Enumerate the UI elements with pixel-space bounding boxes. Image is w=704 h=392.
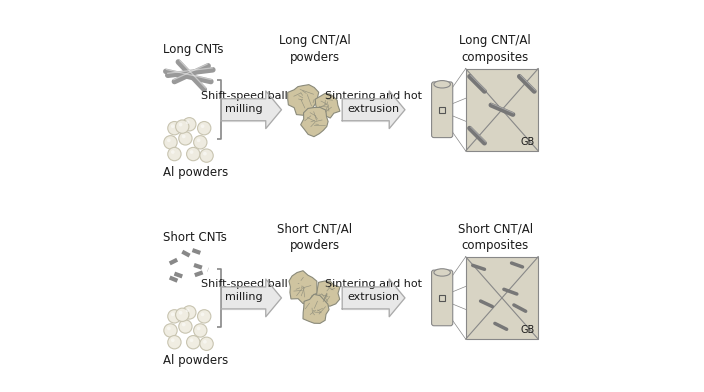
Polygon shape	[220, 287, 266, 309]
Text: Shift-speed ball
milling: Shift-speed ball milling	[201, 279, 287, 303]
Text: Long CNT/Al
composites: Long CNT/Al composites	[459, 34, 531, 64]
Bar	[439, 295, 446, 301]
Circle shape	[187, 336, 200, 349]
Text: GB: GB	[521, 325, 535, 335]
Circle shape	[179, 123, 182, 127]
Circle shape	[168, 310, 181, 323]
Text: Al powders: Al powders	[163, 354, 228, 367]
Circle shape	[203, 152, 207, 156]
FancyBboxPatch shape	[432, 82, 453, 138]
Text: Long CNTs: Long CNTs	[163, 42, 224, 56]
Circle shape	[179, 311, 182, 315]
Circle shape	[201, 124, 204, 128]
Text: Al powders: Al powders	[163, 166, 228, 179]
Bar	[465, 69, 538, 151]
Bar	[439, 107, 446, 113]
Circle shape	[200, 337, 213, 350]
Polygon shape	[342, 99, 389, 121]
Polygon shape	[289, 271, 318, 303]
Text: Short CNTs: Short CNTs	[163, 230, 227, 244]
Text: Sintering and hot
extrusion: Sintering and hot extrusion	[325, 279, 422, 303]
Circle shape	[171, 124, 175, 128]
Circle shape	[168, 122, 181, 135]
Circle shape	[167, 138, 170, 142]
Circle shape	[171, 312, 175, 316]
Circle shape	[179, 132, 192, 145]
Polygon shape	[288, 85, 319, 115]
Circle shape	[189, 150, 194, 154]
Circle shape	[164, 136, 177, 149]
Polygon shape	[301, 107, 328, 137]
Polygon shape	[266, 279, 282, 317]
Text: Short CNT/Al
powders: Short CNT/Al powders	[277, 222, 352, 252]
Text: Shift-speed ball
milling: Shift-speed ball milling	[201, 91, 287, 114]
Polygon shape	[303, 294, 329, 323]
Polygon shape	[389, 279, 405, 317]
Circle shape	[189, 338, 194, 342]
Circle shape	[168, 336, 181, 349]
Circle shape	[182, 134, 186, 138]
Circle shape	[164, 324, 177, 337]
Circle shape	[182, 118, 196, 131]
Circle shape	[194, 136, 207, 149]
Circle shape	[187, 147, 200, 161]
Circle shape	[182, 323, 186, 327]
Circle shape	[201, 312, 204, 316]
Text: Long CNT/Al
powders: Long CNT/Al powders	[279, 34, 351, 64]
Text: GB: GB	[521, 137, 535, 147]
Circle shape	[171, 150, 175, 154]
Bar	[465, 257, 538, 339]
Circle shape	[203, 340, 207, 344]
Circle shape	[186, 120, 189, 124]
Circle shape	[198, 310, 211, 323]
Circle shape	[171, 338, 175, 342]
Circle shape	[194, 324, 207, 337]
Polygon shape	[315, 281, 340, 306]
Text: Sintering and hot
extrusion: Sintering and hot extrusion	[325, 91, 422, 114]
Circle shape	[200, 149, 213, 162]
Polygon shape	[315, 94, 340, 118]
Circle shape	[196, 327, 201, 330]
Circle shape	[167, 327, 170, 330]
Circle shape	[198, 122, 211, 135]
Ellipse shape	[434, 81, 451, 88]
Circle shape	[196, 138, 201, 142]
Polygon shape	[220, 99, 266, 121]
Circle shape	[182, 306, 196, 319]
Circle shape	[179, 320, 192, 333]
Polygon shape	[389, 91, 405, 129]
Text: Short CNT/Al
composites: Short CNT/Al composites	[458, 222, 533, 252]
Circle shape	[175, 120, 189, 133]
Circle shape	[175, 308, 189, 321]
Ellipse shape	[434, 269, 451, 276]
FancyBboxPatch shape	[432, 270, 453, 326]
Circle shape	[168, 147, 181, 161]
Circle shape	[186, 309, 189, 312]
Polygon shape	[266, 91, 282, 129]
Polygon shape	[342, 287, 389, 309]
